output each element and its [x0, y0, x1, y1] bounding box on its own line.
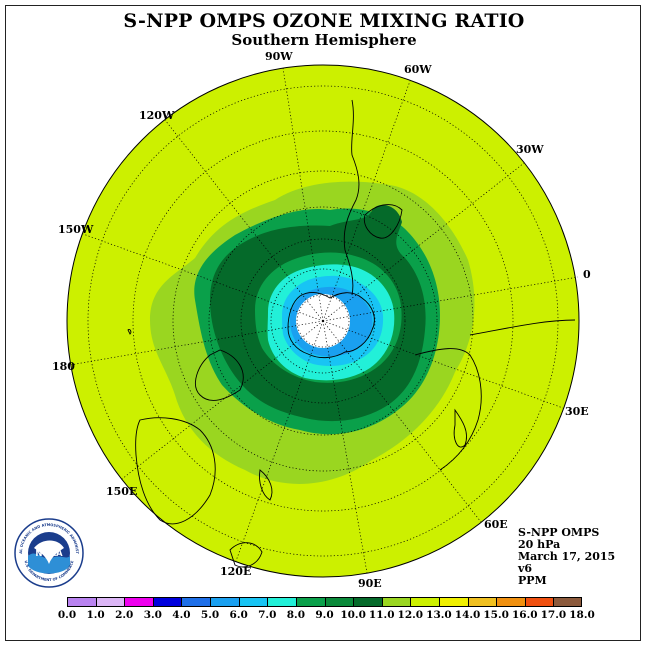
- lon-label-150e: 150E: [106, 485, 138, 498]
- colorbar-segment: [238, 597, 268, 607]
- colorbar-segment: [324, 597, 354, 607]
- lon-label-180: 180: [52, 360, 75, 373]
- colorbar-tick-label: 4.0: [172, 609, 191, 621]
- colorbar-tick-label: 18.0: [569, 609, 595, 621]
- colorbar-segment: [181, 597, 211, 607]
- lon-label-0: 0: [583, 268, 591, 281]
- units-label: PPM: [518, 574, 547, 587]
- ozone-field: [67, 65, 579, 577]
- colorbar-tick-label: 3.0: [143, 609, 162, 621]
- coastlines: [127, 99, 576, 568]
- colorbar-tick-label: 10.0: [340, 609, 366, 621]
- colorbar-tick-label: 5.0: [200, 609, 220, 621]
- colorbar-tick-label: 6.0: [229, 609, 248, 621]
- colorbar-tick-label: 9.0: [315, 609, 334, 621]
- colorbar-tick-label: 16.0: [511, 609, 538, 621]
- colorbar-tick-label: 13.0: [426, 609, 452, 621]
- colorbar-tick-label: 17.0: [540, 609, 567, 621]
- colorbar-segment: [124, 597, 154, 607]
- colorbar-segment: [152, 597, 182, 607]
- instrument-label: S-NPP OMPS: [518, 526, 600, 539]
- lon-label-90e: 90E: [358, 577, 382, 590]
- colorbar-tick-label: 11.0: [368, 609, 395, 621]
- pressure-level: 20 hPa: [518, 538, 561, 551]
- colorbar-tick-label: 2.0: [115, 609, 134, 621]
- colorbar-tick-label: 15.0: [483, 609, 509, 621]
- colorbar-segment: [353, 597, 383, 607]
- colorbar-segment: [524, 597, 554, 607]
- colorbar-segment: [496, 597, 526, 607]
- noaa-logo: NOAA NATIONAL OCEANIC AND ATMOSPHERIC AD…: [14, 518, 84, 588]
- lon-label-120w: 120W: [139, 109, 175, 122]
- colorbar-segment: [438, 597, 469, 607]
- colorbar-segment: [381, 597, 411, 607]
- lon-label-30w: 30W: [516, 143, 544, 156]
- map-boundary: [66, 64, 580, 578]
- colorbar-segment: [410, 597, 440, 607]
- colorbar-segment: [295, 597, 325, 607]
- colorbar-tick-label: 0.0: [57, 609, 77, 621]
- graticule: [69, 67, 579, 574]
- colorbar-tick-label: 8.0: [286, 609, 306, 621]
- colorbar-segment: [95, 597, 125, 607]
- colorbar-segment: [210, 597, 240, 607]
- colorbar-tick-label: 1.0: [86, 609, 105, 621]
- colorbar-tick-label: 12.0: [397, 609, 424, 621]
- product-info: S-NPP OMPS 20 hPa March 17, 2015 v6 PPM: [518, 527, 615, 587]
- image-frame: [5, 5, 641, 641]
- map-subtitle: Southern Hemisphere: [231, 31, 417, 49]
- colorbar-tick-label: 14.0: [454, 609, 481, 621]
- svg-text:NOAA: NOAA: [35, 549, 63, 559]
- lon-label-90w: 90W: [265, 50, 293, 63]
- data-version: v6: [518, 562, 533, 575]
- colorbar-segment: [553, 597, 583, 607]
- map-title: S-NPP OMPS OZONE MIXING RATIO: [123, 10, 525, 32]
- lon-label-150w: 150W: [58, 223, 94, 236]
- observation-date: March 17, 2015: [518, 550, 616, 563]
- lon-label-30e: 30E: [565, 405, 589, 418]
- colorbar-tick-label: 7.0: [258, 609, 277, 621]
- lon-label-120e: 120E: [220, 565, 252, 578]
- colorbar-segment: [67, 597, 97, 607]
- colorbar-segment: [267, 597, 297, 607]
- colorbar-segment: [467, 597, 497, 607]
- lon-label-60w: 60W: [404, 63, 432, 76]
- lon-label-60e: 60E: [484, 518, 508, 531]
